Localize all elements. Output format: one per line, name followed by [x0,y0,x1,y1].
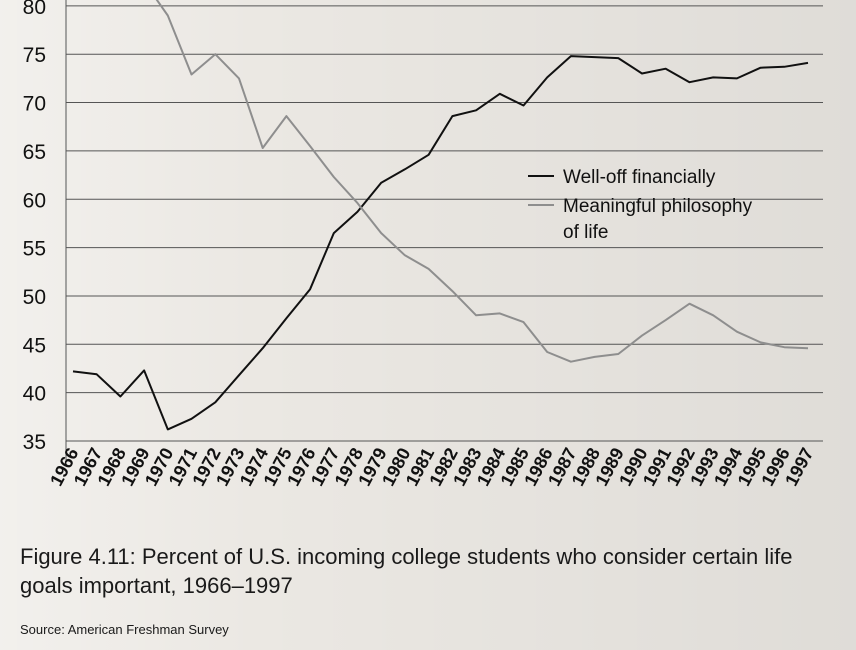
y-tick-label: 80 [23,0,46,19]
series-line-meaningful-philosophy [155,0,809,363]
grid-lines [65,0,823,460]
y-tick-label: 55 [23,238,46,261]
y-tick-label: 35 [23,431,46,454]
y-tick-label: 45 [23,334,46,357]
y-tick-label: 40 [23,383,46,406]
y-tick-label: 75 [23,44,46,67]
series-lines [72,0,809,431]
legend-label: Meaningful philosophy [563,196,753,217]
source-note: Source: American Freshman Survey [20,622,229,637]
legend: Well-off financially Meaningful philosoph… [528,167,753,243]
x-axis-tick-labels: 1966196719681969197019711972197319741975… [46,444,817,489]
y-tick-label: 50 [23,286,46,309]
line-chart: 35 40 45 50 55 60 65 70 75 80 1966196719681969197… [23,0,823,489]
y-tick-label: 65 [23,141,46,164]
y-tick-label: 60 [23,189,46,212]
legend-label: Well-off financially [563,167,716,188]
y-axis-tick-labels: 35 40 45 50 55 60 65 70 75 80 [23,0,46,454]
figure-caption: Figure 4.11: Percent of U.S. incoming co… [20,544,793,598]
legend-label: of life [563,222,608,243]
series-line-well-off-financially [72,55,809,431]
y-tick-label: 70 [23,93,46,116]
